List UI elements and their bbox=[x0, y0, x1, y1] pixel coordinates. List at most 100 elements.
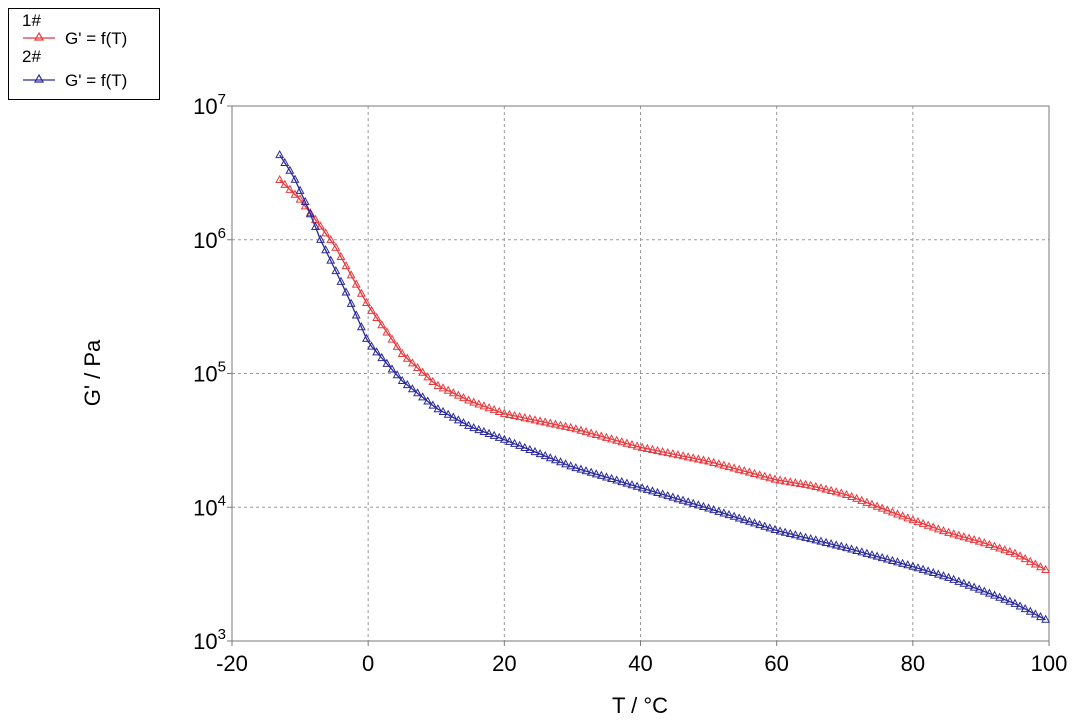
series-2-point bbox=[499, 434, 509, 443]
series-2-point bbox=[959, 578, 969, 587]
series-1-point bbox=[714, 459, 724, 468]
series-2-point bbox=[464, 420, 474, 429]
series-2-point bbox=[887, 555, 897, 564]
series-1-point bbox=[816, 483, 826, 492]
series-2-point bbox=[550, 455, 560, 464]
y-tick-label: 103 bbox=[193, 626, 226, 654]
series-2-point bbox=[510, 438, 519, 447]
y-tick-exponent: 3 bbox=[218, 626, 226, 643]
series-2-point bbox=[979, 586, 989, 595]
series-2-point bbox=[898, 558, 908, 567]
x-axis-label: T / °C bbox=[612, 693, 668, 718]
series-1-point bbox=[617, 437, 627, 446]
series-1-point bbox=[642, 443, 652, 452]
series-2-point bbox=[1030, 609, 1040, 618]
series-1-point bbox=[418, 367, 428, 376]
series-2-point bbox=[351, 310, 361, 319]
series-2-point bbox=[673, 494, 683, 503]
series-2-point bbox=[928, 567, 938, 577]
series-1-point bbox=[678, 451, 688, 460]
series-1-point bbox=[392, 341, 402, 350]
series-2-point bbox=[755, 519, 765, 529]
series-2-point bbox=[704, 503, 714, 512]
series-2-point bbox=[816, 536, 826, 545]
series-1-point bbox=[285, 184, 295, 193]
series-2-point bbox=[367, 341, 377, 350]
series-1-point bbox=[760, 471, 770, 480]
series-2-point bbox=[918, 564, 928, 573]
series-1-point bbox=[663, 448, 673, 457]
series-1-point bbox=[459, 392, 468, 402]
series-1-point bbox=[974, 536, 984, 545]
series-1-point bbox=[515, 411, 525, 421]
series-2-point bbox=[1041, 614, 1051, 623]
series-1-point bbox=[908, 515, 918, 524]
series-2-point bbox=[765, 523, 775, 532]
series-2-point bbox=[402, 379, 412, 389]
series-1-point bbox=[591, 429, 601, 439]
y-tick-exponent: 5 bbox=[218, 359, 226, 376]
y-tick-label: 104 bbox=[193, 492, 226, 520]
y-tick-label: 107 bbox=[193, 91, 226, 119]
series-2-point bbox=[525, 444, 535, 454]
series-2-point bbox=[504, 436, 514, 445]
series-1-point bbox=[397, 348, 407, 358]
series-1-point bbox=[586, 428, 596, 437]
series-2-point bbox=[811, 535, 821, 544]
series-2-point bbox=[489, 430, 499, 439]
x-tick-label: 100 bbox=[1031, 651, 1068, 676]
series-1-point bbox=[571, 424, 581, 433]
series-2-point bbox=[305, 209, 315, 218]
series-2-point bbox=[612, 475, 622, 484]
series-1-point bbox=[275, 174, 285, 184]
series-2-point bbox=[954, 576, 964, 585]
series-2-point bbox=[637, 483, 647, 492]
y-axis-label: G' / Pa bbox=[80, 339, 105, 406]
series-1-point bbox=[1000, 545, 1010, 554]
y-tick-label: 106 bbox=[193, 225, 226, 253]
series-2-point bbox=[785, 528, 795, 538]
series-2-point bbox=[474, 424, 484, 434]
series-1-point bbox=[331, 242, 341, 251]
series-2-point bbox=[775, 526, 785, 535]
series-2-point bbox=[346, 298, 356, 307]
series-2-point bbox=[290, 174, 300, 183]
series-2-point bbox=[908, 561, 918, 570]
y-tick-exponent: 7 bbox=[218, 91, 226, 108]
series-2-point bbox=[382, 358, 392, 367]
series-1-point bbox=[341, 261, 351, 270]
series-2-point bbox=[647, 486, 657, 495]
y-tick-base: 10 bbox=[193, 495, 217, 520]
series-1-point bbox=[836, 488, 846, 497]
series-2-point bbox=[586, 467, 596, 476]
x-tick-label: -20 bbox=[216, 651, 248, 676]
series-1-point bbox=[602, 432, 611, 441]
series-1-point bbox=[709, 457, 719, 466]
series-2-point bbox=[428, 400, 438, 409]
series-layer bbox=[275, 149, 1051, 623]
series-1-point bbox=[739, 466, 749, 475]
series-1-point bbox=[984, 539, 994, 548]
series-1-point bbox=[596, 431, 606, 440]
series-1-point bbox=[433, 380, 443, 389]
series-1-point bbox=[413, 362, 422, 372]
series-1-point bbox=[280, 179, 290, 188]
series-1-point bbox=[801, 479, 811, 488]
x-tick-label: 40 bbox=[628, 651, 652, 676]
series-1-point bbox=[693, 454, 703, 463]
legend: 1# G' = f(T) 2# G' = f(T) bbox=[8, 8, 160, 100]
series-2-point bbox=[1010, 598, 1020, 607]
series-2-point bbox=[842, 542, 851, 552]
series-1-point bbox=[1005, 546, 1015, 555]
series-2-point bbox=[459, 417, 468, 427]
series-2-point bbox=[709, 505, 719, 514]
series-1-point bbox=[990, 541, 999, 550]
series-1-point bbox=[474, 399, 484, 408]
series-1-point bbox=[969, 534, 979, 544]
series-2-point bbox=[479, 426, 489, 436]
series-2-point bbox=[836, 541, 846, 550]
series-2-point bbox=[744, 516, 754, 525]
series-2-point bbox=[1036, 611, 1045, 621]
series-1-point bbox=[494, 406, 504, 415]
